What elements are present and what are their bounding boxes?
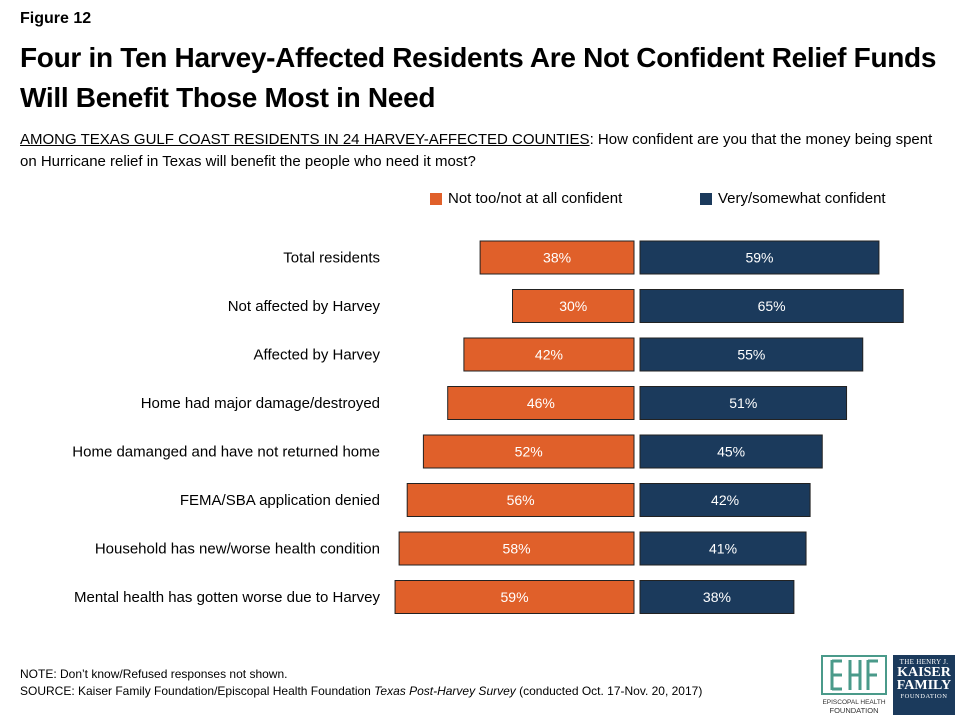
data-label-not-confident: 59%: [501, 589, 529, 605]
category-label: Home damanged and have not returned home: [72, 444, 380, 461]
subtitle-question: : How confident are you that the money b…: [20, 131, 933, 170]
bar-confident: [639, 580, 795, 614]
episcopal-health-foundation-logo: EPISCOPAL HEALTH FOUNDATION: [821, 655, 887, 715]
ehf-logo-text-1: EPISCOPAL HEALTH: [822, 699, 885, 706]
chart-title: Four in Ten Harvey-Affected Residents Ar…: [20, 42, 937, 113]
bar-not-confident: [447, 386, 635, 420]
kff-logo-text-2: KAISER: [897, 665, 951, 680]
data-label-confident: 65%: [758, 298, 786, 314]
legend-swatch-orange: [430, 192, 442, 205]
data-label-not-confident: 52%: [515, 444, 543, 460]
data-label-not-confident: 46%: [527, 395, 555, 411]
source-survey-name: Texas Post-Harvey Survey: [374, 684, 516, 698]
category-label: FEMA/SBA application denied: [180, 492, 380, 509]
data-label-confident: 41%: [709, 541, 737, 557]
bar-not-confident: [406, 483, 635, 517]
kff-logo-text-4: FOUNDATION: [900, 693, 948, 700]
source-suffix: (conducted Oct. 17-Nov. 20, 2017): [515, 684, 703, 698]
bar-not-confident: [463, 337, 635, 372]
bar-not-confident: [394, 580, 635, 614]
kff-logo-text-1: THE HENRY J.: [899, 658, 949, 666]
data-label-not-confident: 30%: [559, 298, 587, 314]
data-label-confident: 51%: [729, 395, 757, 411]
legend-item-not-confident: Not too/not at all confident: [430, 190, 622, 207]
category-label: Total residents: [283, 250, 380, 267]
bar-confident: [639, 289, 904, 323]
data-label-confident: 59%: [745, 250, 773, 266]
source-prefix: SOURCE: Kaiser Family Foundation/Episcop…: [20, 684, 375, 698]
footnote: NOTE: Don’t know/Refused responses not s…: [20, 666, 702, 700]
bar-confident: [639, 483, 811, 517]
legend-label-confident: Very/somewhat confident: [718, 190, 886, 207]
legend-item-confident: Very/somewhat confident: [700, 190, 886, 207]
bar-not-confident: [422, 434, 635, 469]
category-label: Not affected by Harvey: [228, 298, 381, 315]
bar-confident: [639, 434, 823, 469]
category-label: Household has new/worse health condition: [95, 541, 380, 558]
kff-logo-text-3: FAMILY: [896, 678, 952, 693]
chart-subtitle: AMONG TEXAS GULF COAST RESIDENTS IN 24 H…: [20, 129, 940, 173]
kaiser-family-foundation-logo: THE HENRY J. KAISER FAMILY FOUNDATION: [893, 655, 955, 715]
note-text: NOTE: Don’t know/Refused responses not s…: [20, 667, 288, 681]
bar-not-confident: [398, 531, 635, 566]
bar-confident: [639, 531, 807, 566]
bar-not-confident: [479, 240, 635, 275]
bar-not-confident: [512, 289, 635, 323]
data-label-confident: 45%: [717, 444, 745, 460]
data-label-not-confident: 56%: [507, 492, 535, 508]
data-label-not-confident: 42%: [535, 347, 563, 363]
bar-confident: [639, 240, 880, 275]
category-label: Mental health has gotten worse due to Ha…: [74, 589, 381, 606]
data-label-not-confident: 38%: [543, 250, 571, 266]
category-label: Home had major damage/destroyed: [141, 395, 380, 412]
subtitle-population: AMONG TEXAS GULF COAST RESIDENTS IN 24 H…: [20, 131, 590, 148]
legend-label-not-confident: Not too/not at all confident: [448, 190, 623, 207]
source-text: SOURCE: Kaiser Family Foundation/Episcop…: [20, 683, 702, 700]
category-label: Affected by Harvey: [254, 347, 381, 364]
bar-confident: [639, 337, 864, 372]
figure-label: Figure 12: [20, 10, 92, 27]
bar-chart: Total residents 38% 59% Not affected by Har…: [72, 240, 904, 614]
data-label-confident: 38%: [703, 589, 731, 605]
data-label-not-confident: 58%: [503, 541, 531, 557]
ehf-logo-text-2: FOUNDATION: [829, 706, 878, 715]
data-label-confident: 42%: [711, 492, 739, 508]
data-label-confident: 55%: [737, 347, 765, 363]
legend-swatch-navy: [700, 192, 712, 205]
bar-confident: [639, 386, 848, 420]
